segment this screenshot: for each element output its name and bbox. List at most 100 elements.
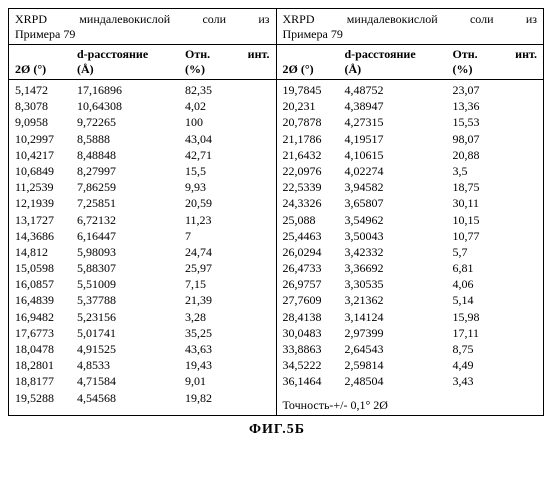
cell-2theta: 15,0598: [15, 260, 77, 276]
cell-dspacing: 8,27997: [77, 163, 185, 179]
cell-intensity: 25,97: [185, 260, 270, 276]
cell-2theta: 18,0478: [15, 341, 77, 357]
cell-2theta: 34,5222: [283, 357, 345, 373]
cell-dspacing: 3,14124: [345, 309, 453, 325]
hdr-2theta: 2Ø (°): [15, 47, 77, 77]
title-line2: Примера 79: [283, 27, 538, 42]
table-row: 27,76093,213625,14: [283, 292, 538, 308]
table-row: 18,04784,9152543,63: [15, 341, 270, 357]
table-row: 14,36866,164477: [15, 228, 270, 244]
cell-dspacing: 6,72132: [77, 212, 185, 228]
cell-2theta: 10,6849: [15, 163, 77, 179]
cell-2theta: 19,5288: [15, 390, 77, 406]
cell-intensity: 24,74: [185, 244, 270, 260]
cell-2theta: 25,4463: [283, 228, 345, 244]
table-row: 17,67735,0174135,25: [15, 325, 270, 341]
cell-dspacing: 9,72265: [77, 114, 185, 130]
cell-intensity: 82,35: [185, 82, 270, 98]
cell-dspacing: 4,38947: [345, 98, 453, 114]
cell-intensity: 15,53: [453, 114, 538, 130]
cell-dspacing: 2,64543: [345, 341, 453, 357]
cell-2theta: 14,812: [15, 244, 77, 260]
cell-intensity: 4,02: [185, 98, 270, 114]
cell-2theta: 10,4217: [15, 147, 77, 163]
title-line1: XRPD миндалевокислой соли из: [15, 12, 270, 26]
table-row: 9,09589,72265100: [15, 114, 270, 130]
cell-intensity: 5,7: [453, 244, 538, 260]
left-column: XRPD миндалевокислой соли из Примера 79 …: [9, 9, 277, 415]
cell-2theta: 22,5339: [283, 179, 345, 195]
table-row: 16,48395,3778821,39: [15, 292, 270, 308]
accuracy-note: Точность-+/- 0,1° 2Ø: [277, 394, 544, 415]
cell-intensity: 100: [185, 114, 270, 130]
columns-wrapper: XRPD миндалевокислой соли из Примера 79 …: [9, 9, 543, 415]
cell-2theta: 11,2539: [15, 179, 77, 195]
cell-dspacing: 3,42332: [345, 244, 453, 260]
cell-dspacing: 3,21362: [345, 292, 453, 308]
cell-dspacing: 5,51009: [77, 276, 185, 292]
hdr-2theta: 2Ø (°): [283, 47, 345, 77]
table-row: 26,47333,366926,81: [283, 260, 538, 276]
cell-intensity: 43,04: [185, 131, 270, 147]
table-row: 26,97573,305354,06: [283, 276, 538, 292]
table-row: 16,08575,510097,15: [15, 276, 270, 292]
cell-dspacing: 5,23156: [77, 309, 185, 325]
table-row: 10,68498,2799715,5: [15, 163, 270, 179]
table-row: 24,33263,6580730,11: [283, 195, 538, 211]
hdr-dspacing: d-расстояние(Å): [77, 47, 185, 77]
cell-intensity: 9,93: [185, 179, 270, 195]
right-table-body: 19,78454,4875223,0720,2314,3894713,3620,…: [277, 80, 544, 394]
table-row: 16,94825,231563,28: [15, 309, 270, 325]
cell-intensity: 8,75: [453, 341, 538, 357]
right-column: XRPD миндалевокислой соли из Примера 79 …: [277, 9, 544, 415]
cell-2theta: 9,0958: [15, 114, 77, 130]
cell-dspacing: 10,64308: [77, 98, 185, 114]
table-row: 11,25397,862599,93: [15, 179, 270, 195]
hdr-intensity: Отн. инт. (%): [185, 47, 270, 77]
cell-2theta: 28,4138: [283, 309, 345, 325]
cell-intensity: 5,14: [453, 292, 538, 308]
cell-dspacing: 6,16447: [77, 228, 185, 244]
cell-2theta: 21,6432: [283, 147, 345, 163]
cell-intensity: 20,59: [185, 195, 270, 211]
cell-dspacing: 4,54568: [77, 390, 185, 406]
table-row: 25,0883,5496210,15: [283, 212, 538, 228]
table-row: 10,42178,4884842,71: [15, 147, 270, 163]
table-row: 28,41383,1412415,98: [283, 309, 538, 325]
cell-intensity: 19,82: [185, 390, 270, 406]
cell-dspacing: 4,91525: [77, 341, 185, 357]
cell-2theta: 26,9757: [283, 276, 345, 292]
cell-intensity: 17,11: [453, 325, 538, 341]
table-row: 21,17864,1951798,07: [283, 131, 538, 147]
cell-dspacing: 2,48504: [345, 373, 453, 389]
cell-2theta: 30,0483: [283, 325, 345, 341]
cell-2theta: 21,1786: [283, 131, 345, 147]
cell-2theta: 16,4839: [15, 292, 77, 308]
table-row: 22,53393,9458218,75: [283, 179, 538, 195]
cell-intensity: 19,43: [185, 357, 270, 373]
cell-intensity: 9,01: [185, 373, 270, 389]
cell-2theta: 27,7609: [283, 292, 345, 308]
cell-2theta: 18,2801: [15, 357, 77, 373]
hdr-intensity: Отн. инт. (%): [453, 47, 538, 77]
cell-2theta: 8,3078: [15, 98, 77, 114]
table-row: 36,14642,485043,43: [283, 373, 538, 389]
cell-dspacing: 4,8533: [77, 357, 185, 373]
cell-dspacing: 17,16896: [77, 82, 185, 98]
title-line1: XRPD миндалевокислой соли из: [283, 12, 538, 26]
table-row: 20,2314,3894713,36: [283, 98, 538, 114]
cell-2theta: 12,1939: [15, 195, 77, 211]
cell-intensity: 3,5: [453, 163, 538, 179]
table-row: 10,29978,588843,04: [15, 131, 270, 147]
table-row: 25,44633,5004310,77: [283, 228, 538, 244]
cell-dspacing: 3,36692: [345, 260, 453, 276]
cell-2theta: 16,0857: [15, 276, 77, 292]
cell-dspacing: 3,94582: [345, 179, 453, 195]
xrpd-table-container: XRPD миндалевокислой соли из Примера 79 …: [8, 8, 544, 416]
cell-dspacing: 4,71584: [77, 373, 185, 389]
cell-2theta: 26,4733: [283, 260, 345, 276]
cell-dspacing: 5,98093: [77, 244, 185, 260]
figure-label: ФИГ.5Б: [8, 422, 546, 438]
hdr-dspacing: d-расстояние(Å): [345, 47, 453, 77]
cell-dspacing: 8,5888: [77, 131, 185, 147]
